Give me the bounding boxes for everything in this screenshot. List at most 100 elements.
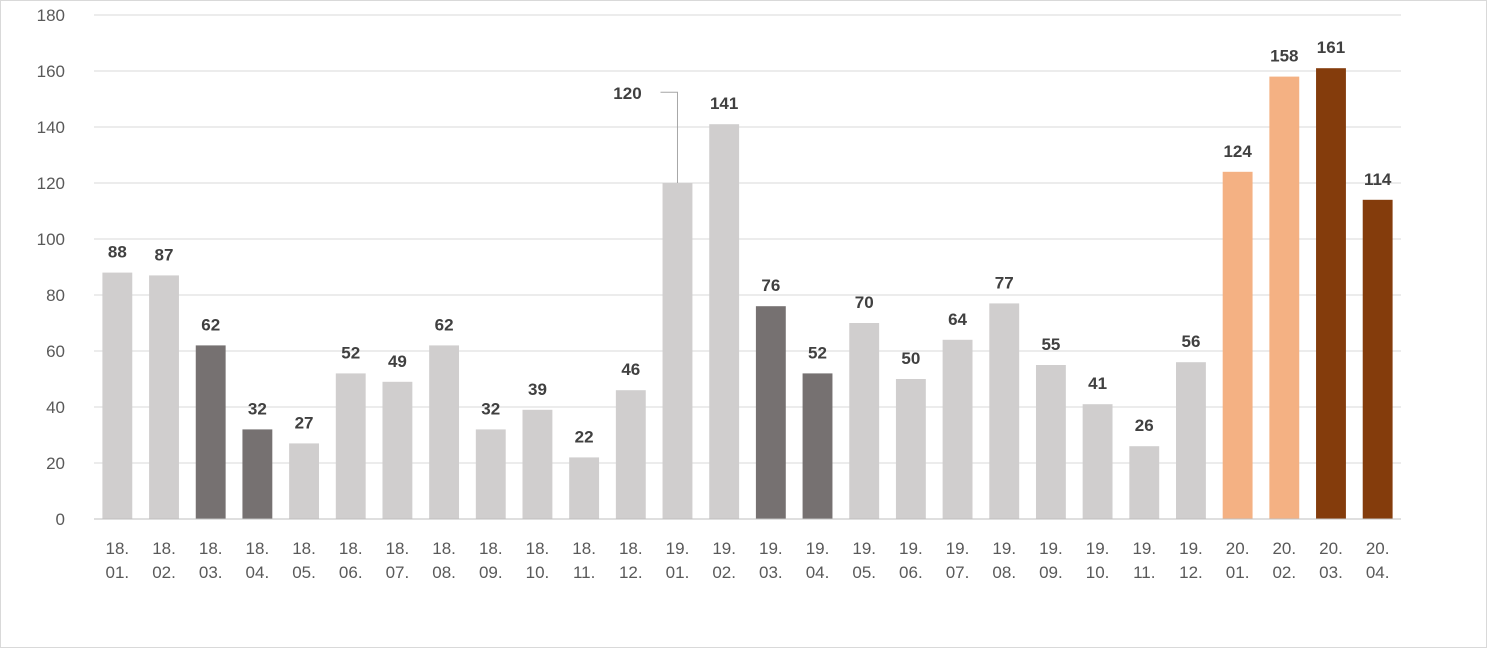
y-tick-label: 100 — [37, 230, 65, 249]
bar — [335, 373, 366, 519]
data-label: 41 — [1088, 374, 1107, 393]
y-tick-label: 80 — [46, 286, 65, 305]
x-tick-label-year: 18. — [619, 539, 643, 558]
data-label: 76 — [761, 276, 780, 295]
x-tick-label-year: 18. — [432, 539, 456, 558]
x-tick-label-month: 10. — [1086, 563, 1110, 582]
bar — [1362, 199, 1393, 520]
x-tick-label-month: 11. — [1133, 563, 1155, 582]
x-tick-label-month: 04. — [246, 563, 270, 582]
x-tick-label-year: 18. — [199, 539, 223, 558]
x-tick-label-month: 06. — [899, 563, 923, 582]
bar — [942, 339, 973, 519]
data-label: 32 — [248, 399, 267, 418]
bar — [895, 379, 926, 519]
data-label: 56 — [1181, 332, 1200, 351]
data-label: 158 — [1270, 47, 1298, 66]
x-tick-label-year: 18. — [152, 539, 176, 558]
x-tick-label-month: 03. — [759, 563, 783, 582]
bar — [569, 457, 600, 519]
x-tick-label-month: 01. — [666, 563, 690, 582]
bar — [849, 323, 880, 519]
y-tick-label: 60 — [46, 342, 65, 361]
data-labels: 88 87 62 32 27 52 49 62 32 39 22 46 120 141 76 52 70 50 64… — [108, 38, 1392, 446]
bar — [662, 183, 693, 519]
bar — [1269, 76, 1300, 519]
x-tick-label-year: 19. — [992, 539, 1016, 558]
x-tick-label-month: 07. — [946, 563, 970, 582]
y-tick-label: 180 — [37, 6, 65, 25]
bar — [522, 409, 553, 519]
data-label: 124 — [1223, 142, 1252, 161]
bar — [195, 345, 226, 519]
bars — [102, 68, 1393, 520]
x-tick-label-month: 10. — [526, 563, 550, 582]
x-tick-label-year: 19. — [899, 539, 923, 558]
data-label: 26 — [1135, 416, 1154, 435]
data-label: 52 — [808, 343, 827, 362]
x-tick-label-month: 04. — [1366, 563, 1390, 582]
x-tick-label-year: 18. — [106, 539, 130, 558]
x-tick-label-year: 19. — [759, 539, 783, 558]
data-label: 70 — [855, 293, 874, 312]
data-label: 39 — [528, 380, 547, 399]
data-label: 50 — [901, 349, 920, 368]
y-tick-label: 20 — [46, 454, 65, 473]
data-label: 114 — [1364, 170, 1392, 189]
x-tick-label-year: 18. — [246, 539, 270, 558]
bar — [382, 381, 413, 519]
x-tick-label-year: 19. — [1039, 539, 1063, 558]
gridlines — [94, 14, 1401, 464]
data-label: 141 — [710, 94, 738, 113]
bar — [1082, 404, 1113, 519]
data-label: 62 — [435, 315, 454, 334]
x-tick-label-year: 18. — [572, 539, 596, 558]
x-tick-label-year: 19. — [1179, 539, 1203, 558]
x-tick-label-month: 12. — [619, 563, 643, 582]
x-tick-label-year: 18. — [339, 539, 363, 558]
x-tick-label-year: 19. — [712, 539, 736, 558]
x-tick-label-month: 03. — [1319, 563, 1343, 582]
data-label: 46 — [621, 360, 640, 379]
y-axis: 0 20 40 60 80 100 120 140 160 180 — [37, 6, 65, 529]
x-tick-label-month: 05. — [292, 563, 316, 582]
bar — [989, 303, 1020, 519]
x-tick-label-month: 02. — [1272, 563, 1296, 582]
bar — [615, 390, 646, 519]
x-tick-label-month: 08. — [992, 563, 1016, 582]
bar — [755, 306, 786, 519]
data-label: 77 — [995, 273, 1014, 292]
x-tick-label-year: 19. — [806, 539, 830, 558]
x-tick-label-year: 19. — [852, 539, 876, 558]
data-label: 64 — [948, 310, 967, 329]
x-tick-label-year: 19. — [1132, 539, 1156, 558]
y-tick-label: 40 — [46, 398, 65, 417]
bar — [709, 124, 740, 519]
bar — [475, 429, 506, 519]
data-label: 87 — [155, 245, 174, 264]
data-label: 55 — [1041, 335, 1060, 354]
x-tick-label-month: 01. — [106, 563, 130, 582]
data-label: 62 — [201, 315, 220, 334]
y-tick-label: 120 — [37, 174, 65, 193]
bar — [102, 272, 133, 519]
x-tick-label-year: 19. — [946, 539, 970, 558]
x-tick-label-month: 09. — [1039, 563, 1063, 582]
y-tick-label: 160 — [37, 62, 65, 81]
x-tick-label-month: 03. — [199, 563, 223, 582]
y-tick-label: 0 — [56, 510, 65, 529]
x-tick-label-month: 11. — [573, 563, 595, 582]
x-tick-label-month: 02. — [152, 563, 176, 582]
x-tick-label-month: 01. — [1226, 563, 1250, 582]
data-label: 22 — [575, 427, 594, 446]
x-tick-label-month: 08. — [432, 563, 456, 582]
data-label: 27 — [295, 413, 314, 432]
x-tick-label-month: 06. — [339, 563, 363, 582]
x-tick-label-year: 19. — [1086, 539, 1110, 558]
data-label: 161 — [1317, 38, 1345, 57]
data-label: 120 — [613, 84, 641, 103]
x-tick-label-year: 18. — [479, 539, 503, 558]
bar — [289, 443, 319, 519]
